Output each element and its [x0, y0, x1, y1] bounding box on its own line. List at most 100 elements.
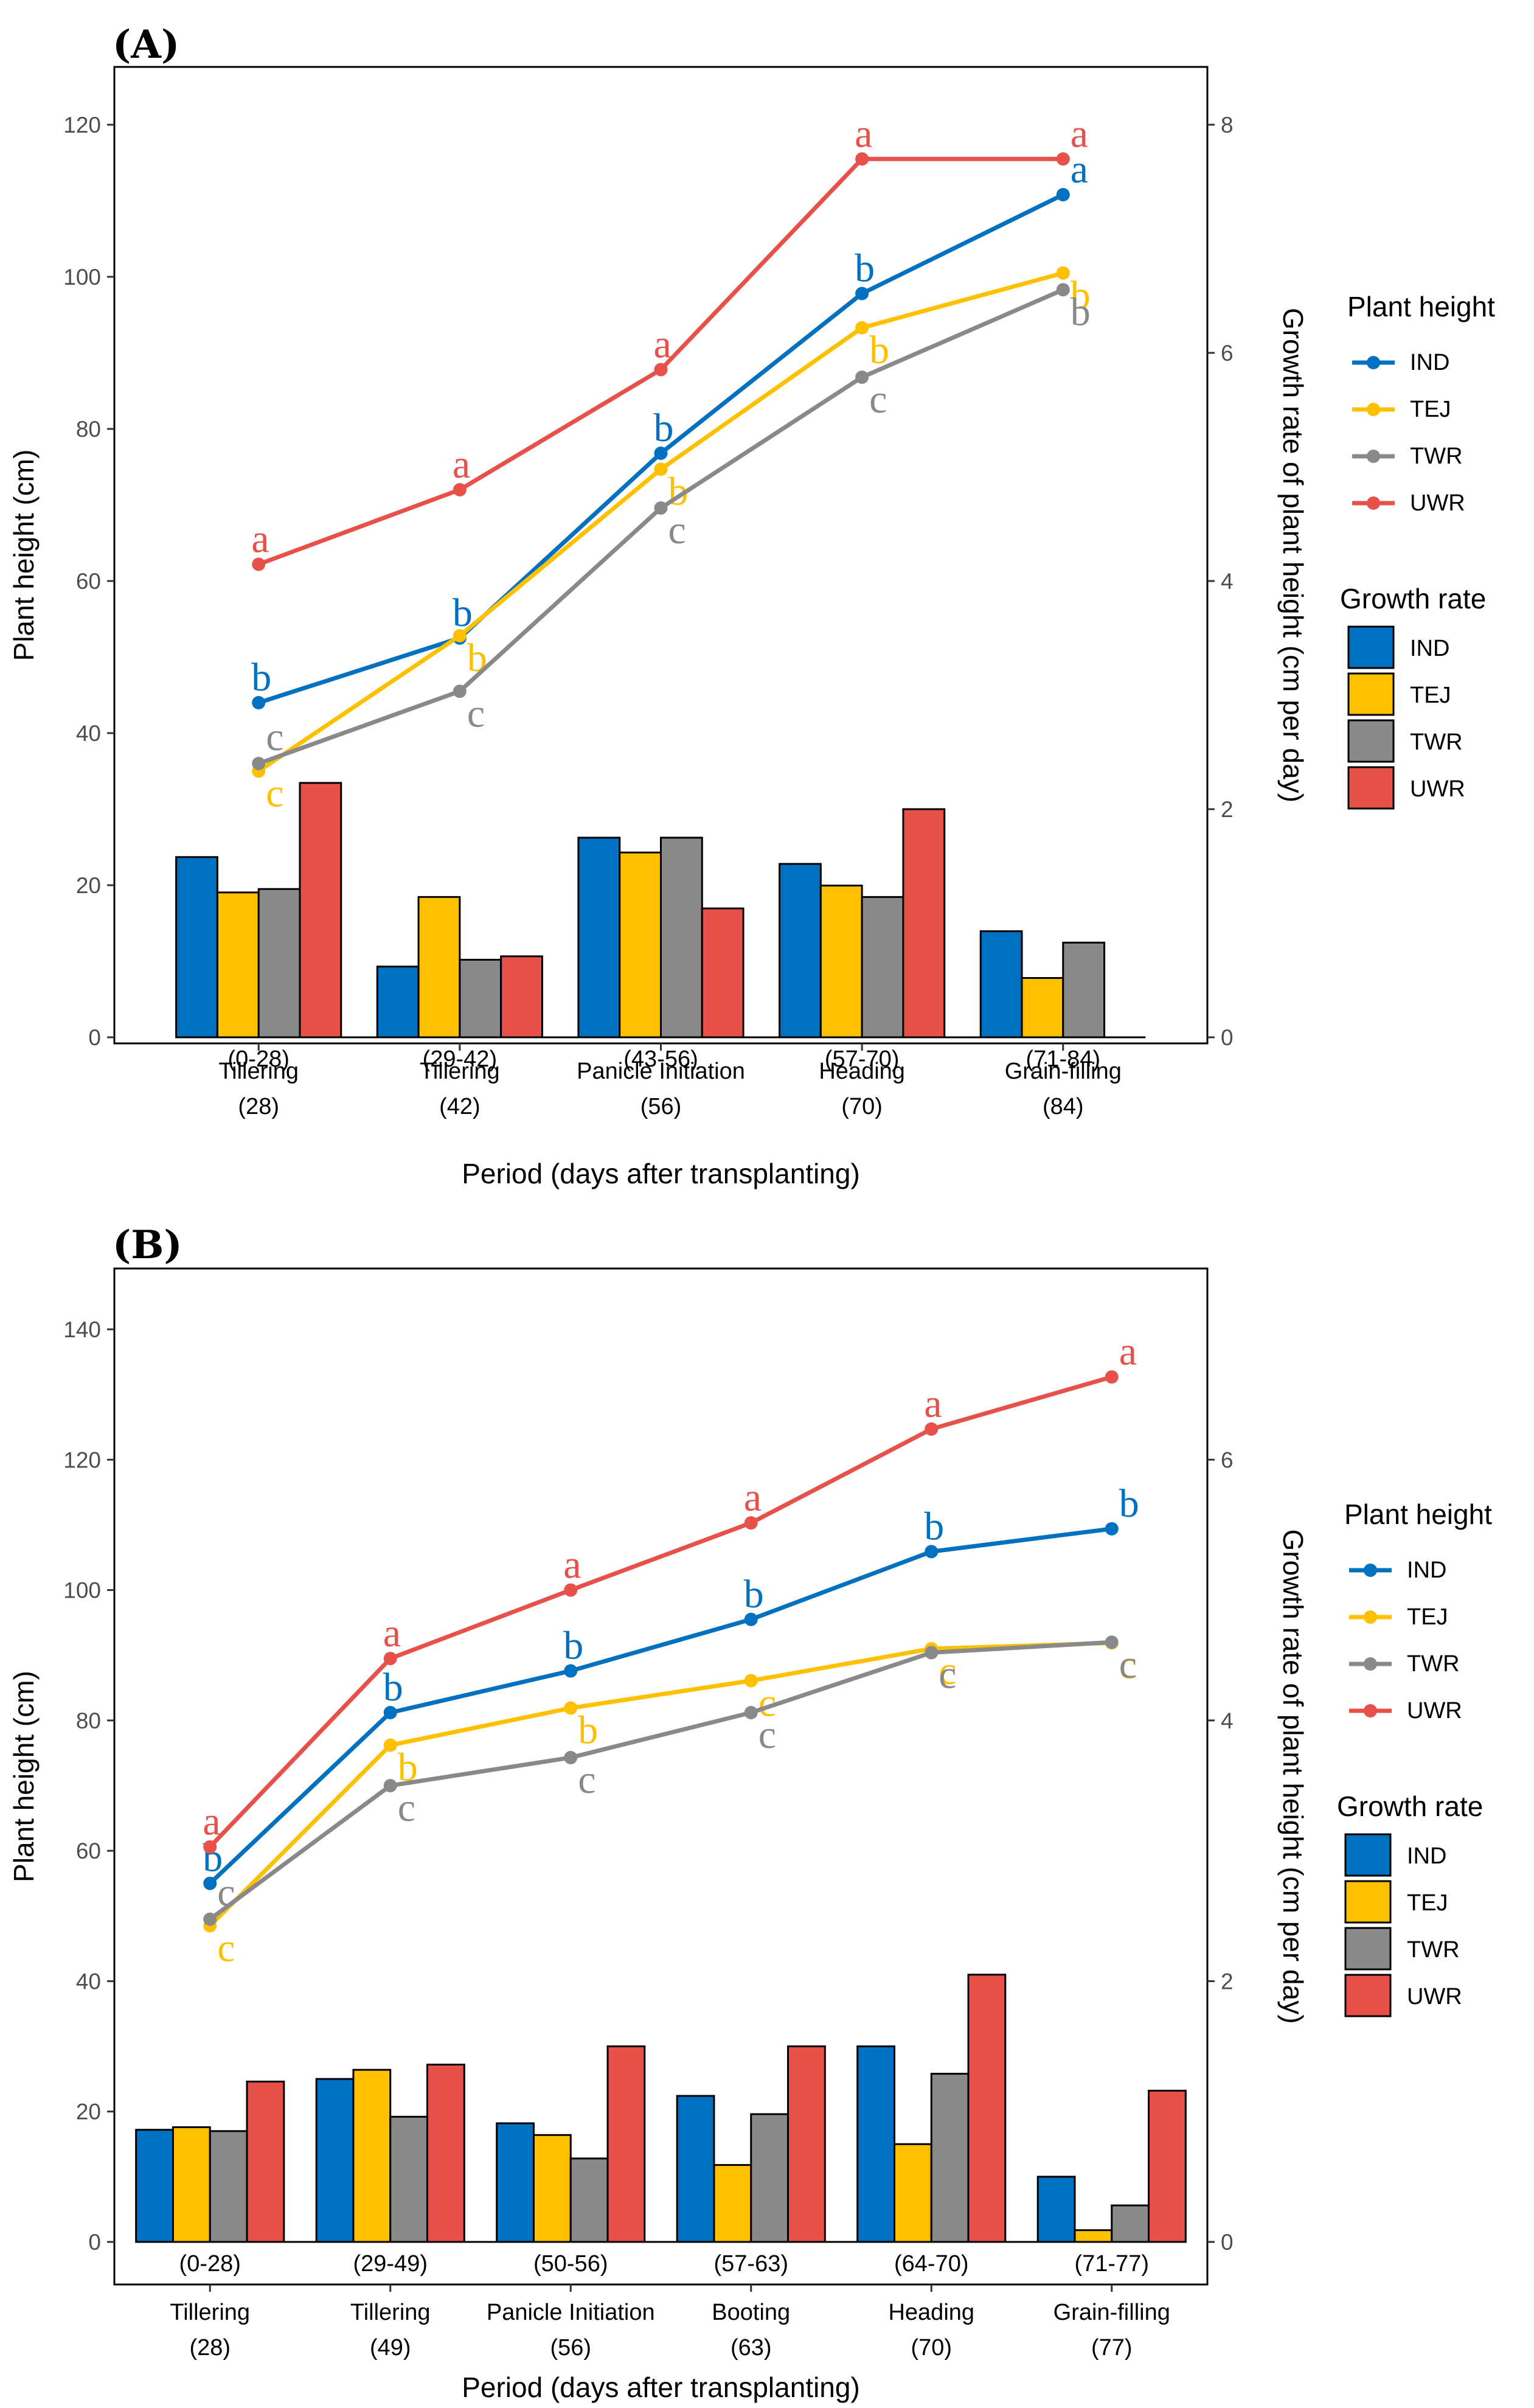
y-right-axis-title: Growth rate of plant height (cm per day): [1277, 308, 1309, 802]
letter-twr-2: c: [578, 1758, 595, 1802]
letter-tej-2: b: [578, 1708, 598, 1753]
stage-label: Tillering: [170, 2300, 250, 2325]
y-tick-label: 80: [76, 417, 101, 442]
legend-label-tej: TEJ: [1407, 1604, 1448, 1630]
letter-tej-4: c: [939, 1649, 956, 1693]
bar-tej-1: [417, 896, 461, 1039]
legend-swatch-twr: [1347, 719, 1395, 763]
legend-point-ind: [1364, 1564, 1377, 1577]
legend-swatch-uwr: [1344, 1974, 1392, 2017]
legend-point-twr: [1367, 450, 1380, 463]
point-ind-5: [1105, 1522, 1119, 1536]
y-right-tick-label: 6: [1221, 341, 1234, 366]
letter-tej-3: c: [758, 1681, 776, 1725]
day-label: (63): [731, 2335, 772, 2361]
letter-uwr-0: a: [251, 517, 269, 562]
y-tick-label: 60: [76, 569, 101, 594]
legend-swatch-tej: [1344, 1880, 1392, 1924]
letter-twr-3: c: [869, 377, 887, 422]
bar-tej-3: [713, 2164, 752, 2243]
y-axis-title: Plant height (cm): [8, 1671, 40, 1882]
letter-uwr-3: a: [744, 1475, 762, 1520]
y-right-tick-label: 4: [1221, 1708, 1234, 1733]
y-right-tick-label: 6: [1221, 1447, 1234, 1472]
y-right-tick-label: 0: [1221, 2230, 1234, 2255]
letter-uwr-2: a: [654, 322, 672, 367]
y-tick-label: 100: [63, 265, 101, 290]
point-twr-1: [383, 1779, 397, 1792]
bar-tej-2: [619, 851, 662, 1039]
legend-bar-label-twr: TWR: [1407, 1937, 1460, 1963]
point-uwr-5: [1105, 1370, 1119, 1384]
legend-point-tej: [1364, 1610, 1377, 1624]
bar-uwr-0: [299, 782, 342, 1039]
point-uwr-3: [744, 1516, 758, 1530]
point-tej-1: [453, 629, 467, 642]
legend-bar-label-ind: IND: [1407, 1843, 1446, 1869]
stage-label: Heading: [819, 1059, 905, 1084]
point-twr-2: [654, 501, 668, 515]
bar-ind-3: [676, 2095, 715, 2243]
y-tick-label: 40: [76, 1969, 101, 1994]
legend-swatch-ind: [1344, 1833, 1392, 1877]
letter-uwr-0: a: [203, 1800, 220, 1844]
point-uwr-4: [1056, 152, 1070, 166]
legend-point-uwr: [1367, 496, 1380, 510]
bar-tej-4: [1021, 977, 1064, 1039]
bar-uwr-4: [967, 1974, 1007, 2243]
line-ind: [208, 1526, 1112, 1885]
y-right-tick-label: 4: [1221, 569, 1234, 594]
point-twr-2: [564, 1750, 578, 1764]
y-tick-label: 40: [76, 721, 101, 746]
bar-twr-4: [930, 2073, 970, 2243]
point-ind-2: [654, 447, 668, 460]
panel-a: (A) 0 20 40 60 80 100 120 0 2 4 6 8 Plant height (cm)…: [8, 22, 1495, 1189]
letter-uwr-4: a: [1071, 111, 1088, 156]
day-label: (49): [370, 2335, 411, 2361]
stage-label: Grain-filling: [1053, 2300, 1170, 2325]
legend-swatch-tej: [1347, 672, 1395, 716]
day-label: (28): [238, 1094, 279, 1119]
stage-label: Tillering: [420, 1059, 500, 1084]
point-uwr-4: [925, 1422, 939, 1436]
letter-ind-4: b: [924, 1504, 944, 1548]
stage-label: Tillering: [350, 2300, 431, 2325]
stage-label: Heading: [888, 2300, 974, 2325]
interval-label: (29-49): [353, 2251, 428, 2277]
panel-label: (B): [113, 1222, 182, 1268]
legend-label-uwr: UWR: [1407, 1698, 1462, 1724]
bar-tej-2: [532, 2134, 572, 2243]
letter-tej-0: c: [217, 1926, 235, 1970]
point-twr-0: [203, 1912, 217, 1926]
point-tej-3: [744, 1674, 758, 1688]
point-tej-3: [855, 321, 869, 335]
bar-twr-0: [209, 2130, 248, 2243]
letter-tej-4: b: [1071, 273, 1091, 318]
y-tick-label: 20: [76, 2100, 101, 2124]
bar-tej-4: [893, 2143, 932, 2243]
stage-label: Panicle Initiation: [577, 1059, 745, 1084]
bar-tej-1: [352, 2069, 392, 2243]
day-label: (77): [1091, 2335, 1133, 2361]
legend-swatch-ind: [1347, 625, 1395, 669]
letter-twr-5: c: [1119, 1642, 1137, 1686]
letter-ind-2: b: [563, 1623, 583, 1668]
legend-bar-label-uwr: UWR: [1407, 1984, 1462, 2010]
panel-label: (A): [113, 22, 179, 68]
letter-twr-0: c: [266, 715, 283, 759]
letter-ind-1: b: [383, 1665, 403, 1710]
letter-uwr-5: a: [1119, 1329, 1137, 1374]
day-label: (42): [439, 1094, 481, 1119]
stage-label: Booting: [712, 2300, 790, 2325]
point-twr-4: [1056, 283, 1070, 297]
legend-point-tej: [1367, 403, 1380, 416]
legend-point-twr: [1364, 1657, 1377, 1671]
bar-ind-1: [315, 2078, 355, 2243]
bar-tej-0: [216, 891, 260, 1039]
y-tick-label: 80: [76, 1708, 101, 1733]
legend-bar-label-tej: TEJ: [1410, 683, 1451, 708]
y-right-tick-label: 0: [1221, 1025, 1234, 1050]
interval-label: (64-70): [894, 2251, 969, 2277]
letter-ind-0: b: [251, 655, 271, 700]
legend-label-twr: TWR: [1407, 1651, 1460, 1677]
